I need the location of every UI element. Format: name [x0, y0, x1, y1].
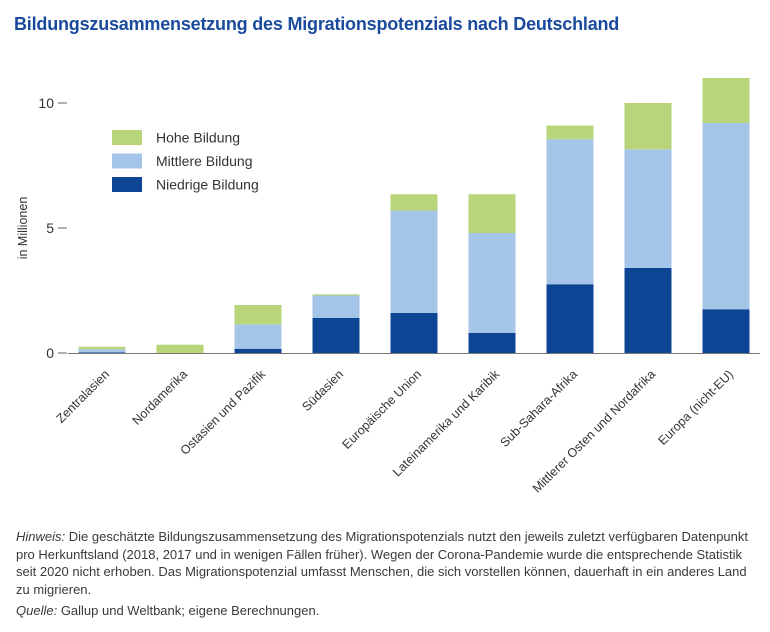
bar-segment: [234, 348, 282, 353]
source-paragraph: Quelle: Gallup und Weltbank; eigene Bere…: [16, 602, 756, 620]
bar-segment: [78, 346, 126, 350]
hint-paragraph: Hinweis: Die geschätzte Bildungszusammen…: [16, 528, 756, 598]
bar-segment: [468, 333, 516, 353]
bar-segment: [156, 344, 204, 353]
source-text: Gallup und Weltbank; eigene Berechnungen…: [57, 603, 320, 618]
bar-segment: [390, 194, 438, 211]
legend-label: Niedrige Bildung: [156, 177, 259, 193]
bar-segment: [390, 313, 438, 353]
chart-title: Bildungszusammensetzung des Migrationspo…: [14, 14, 620, 34]
x-tick-label: Nordamerika: [130, 367, 191, 428]
bar-segment: [312, 318, 360, 353]
y-tick-label: 5: [46, 220, 54, 236]
bar-segment: [546, 284, 594, 353]
chart-notes: Hinweis: Die geschätzte Bildungszusammen…: [16, 528, 756, 620]
x-tick-label: Südasien: [299, 367, 346, 414]
hint-label: Hinweis:: [16, 529, 66, 544]
x-tick-label: Zentralasien: [54, 367, 113, 426]
y-tick-label: 10: [38, 95, 54, 111]
bar-segment: [234, 324, 282, 349]
bar-segment: [234, 305, 282, 325]
bar-segment: [468, 233, 516, 333]
bar-segment: [78, 349, 126, 353]
hint-text: Die geschätzte Bildungszusammensetzung d…: [16, 529, 749, 597]
legend-label: Hohe Bildung: [156, 130, 240, 146]
bar-segment: [702, 78, 750, 123]
x-tick-label: Europa (nicht-EU): [655, 367, 736, 448]
legend-swatch: [112, 130, 142, 145]
bar-segment: [546, 139, 594, 285]
stacked-bar-chart: in Millionen 0 5 10 Zentralasien NordamerikaO…: [16, 78, 760, 496]
bar-segment: [624, 103, 672, 150]
bar-segment: [702, 309, 750, 353]
bar-segment: [624, 268, 672, 353]
bar-segment: [78, 352, 126, 353]
bar-segment: [312, 295, 360, 318]
legend-swatch: [112, 177, 142, 192]
x-tick-label: Mittlerer Osten und Nordafrika: [530, 367, 658, 495]
legend-label: Mittlere Bildung: [156, 153, 253, 169]
bar-segment: [468, 194, 516, 233]
source-label: Quelle:: [16, 603, 58, 618]
bar-segment: [702, 123, 750, 310]
bar-segment: [546, 125, 594, 140]
x-tick-label: Sub-Sahara-Afrika: [498, 367, 581, 450]
x-tick-label: Ostasien und Pazifik: [178, 367, 269, 458]
bar-segment: [624, 149, 672, 268]
x-tick-label: Europäische Union: [340, 367, 425, 452]
bar-segment: [312, 294, 360, 296]
legend-swatch: [112, 153, 142, 169]
y-tick-label: 0: [46, 345, 54, 361]
bar-segment: [390, 210, 438, 313]
y-axis-label: in Millionen: [16, 197, 30, 260]
